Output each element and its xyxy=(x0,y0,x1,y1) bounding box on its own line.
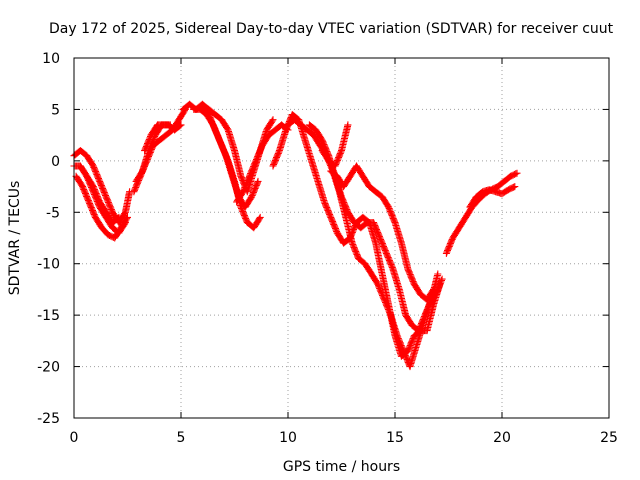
x-tick-label: 25 xyxy=(600,430,618,446)
y-axis-label: SDTVAR / TECUs xyxy=(7,181,23,296)
plot-frame xyxy=(73,57,610,419)
series-track xyxy=(466,183,519,211)
y-tick-label: 0 xyxy=(51,154,60,170)
series-track xyxy=(76,162,123,227)
y-tick-label: -5 xyxy=(46,205,60,221)
series-track xyxy=(318,121,352,170)
x-tick-label: 20 xyxy=(493,430,511,446)
x-tick-label: 15 xyxy=(386,430,404,446)
y-tick-label: -15 xyxy=(37,308,60,324)
series-track xyxy=(305,121,442,335)
y-tick-label: -10 xyxy=(37,257,60,273)
data-point-markers xyxy=(466,183,519,211)
x-axis-label: GPS time / hours xyxy=(283,459,400,475)
y-tick-label: -25 xyxy=(37,411,60,427)
grid-lines xyxy=(74,58,609,418)
y-tick-label: 10 xyxy=(42,51,60,67)
data-point-markers xyxy=(327,162,437,304)
series-track xyxy=(233,121,292,206)
x-tick-labels: 0 5 10 15 20 25 xyxy=(70,430,618,446)
data-point-markers xyxy=(318,121,352,170)
series-track xyxy=(72,172,131,242)
y-tick-label: -20 xyxy=(37,360,60,376)
x-tick-label: 5 xyxy=(177,430,186,446)
x-tick-label: 0 xyxy=(70,430,79,446)
y-tick-labels: -25 -20 -15 -10 -5 0 5 10 xyxy=(37,51,60,427)
data-point-markers xyxy=(141,121,174,155)
series-track xyxy=(141,121,174,155)
y-tick-label: 5 xyxy=(51,102,60,118)
data-point-markers xyxy=(233,121,292,206)
data-point-markers xyxy=(305,121,442,335)
x-tick-label: 10 xyxy=(279,430,297,446)
data-point-markers xyxy=(76,162,123,227)
data-point-markers xyxy=(72,172,131,242)
data-points xyxy=(70,100,521,371)
chart-title: Day 172 of 2025, Sidereal Day-to-day VTE… xyxy=(49,21,614,37)
axis-ticks xyxy=(73,57,610,419)
series-track xyxy=(327,162,437,304)
